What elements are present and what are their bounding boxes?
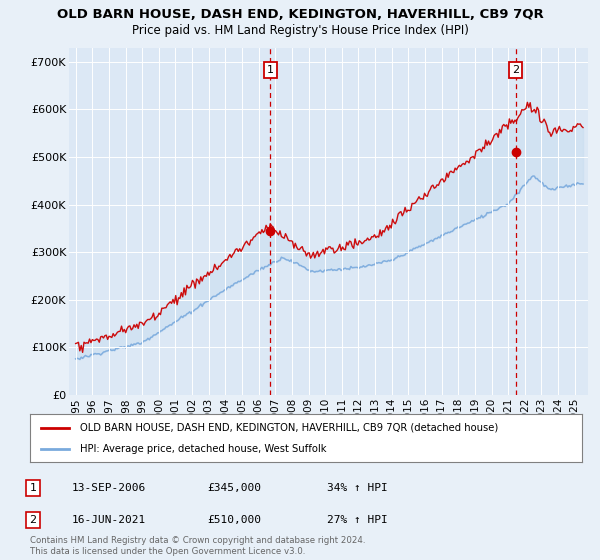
Text: 27% ↑ HPI: 27% ↑ HPI xyxy=(327,515,388,525)
Text: 2: 2 xyxy=(512,65,519,75)
Text: 34% ↑ HPI: 34% ↑ HPI xyxy=(327,483,388,493)
Text: 2: 2 xyxy=(29,515,37,525)
Text: HPI: Average price, detached house, West Suffolk: HPI: Average price, detached house, West… xyxy=(80,444,326,454)
Text: 13-SEP-2006: 13-SEP-2006 xyxy=(72,483,146,493)
Text: 1: 1 xyxy=(267,65,274,75)
Text: 16-JUN-2021: 16-JUN-2021 xyxy=(72,515,146,525)
Text: OLD BARN HOUSE, DASH END, KEDINGTON, HAVERHILL, CB9 7QR: OLD BARN HOUSE, DASH END, KEDINGTON, HAV… xyxy=(56,8,544,21)
Text: £510,000: £510,000 xyxy=(207,515,261,525)
Text: OLD BARN HOUSE, DASH END, KEDINGTON, HAVERHILL, CB9 7QR (detached house): OLD BARN HOUSE, DASH END, KEDINGTON, HAV… xyxy=(80,423,498,433)
Text: £345,000: £345,000 xyxy=(207,483,261,493)
Text: Price paid vs. HM Land Registry's House Price Index (HPI): Price paid vs. HM Land Registry's House … xyxy=(131,24,469,36)
Text: Contains HM Land Registry data © Crown copyright and database right 2024.
This d: Contains HM Land Registry data © Crown c… xyxy=(30,536,365,556)
Text: 1: 1 xyxy=(29,483,37,493)
